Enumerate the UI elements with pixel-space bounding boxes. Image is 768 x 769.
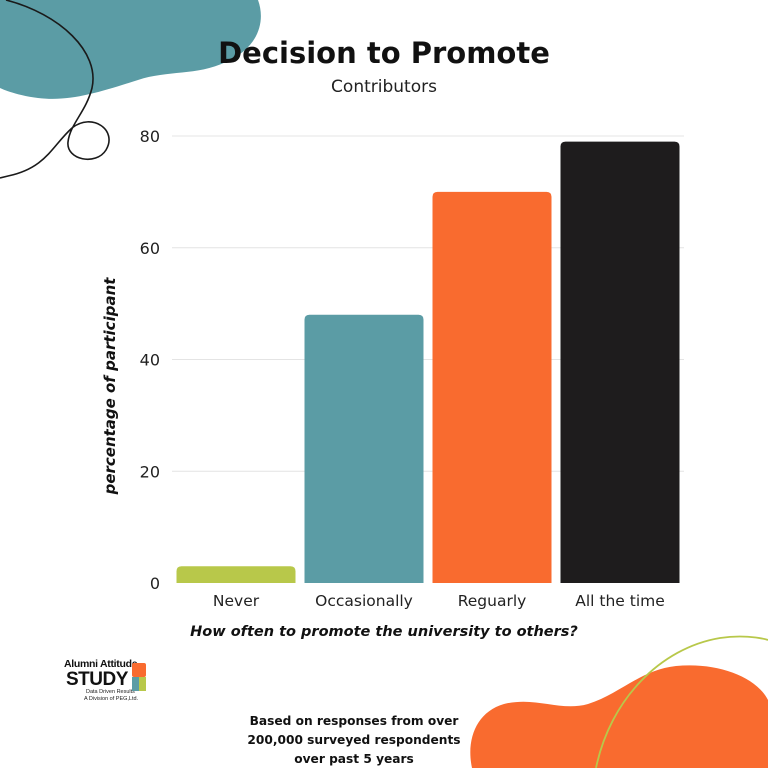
footnote-line: over past 5 years bbox=[294, 752, 414, 766]
lime-arc-line bbox=[595, 635, 768, 768]
y-axis-label: percentage of participant bbox=[101, 277, 119, 495]
x-tick-label: Never bbox=[213, 592, 260, 610]
bar-never bbox=[176, 566, 296, 583]
y-tick-label: 20 bbox=[140, 462, 160, 481]
chart-subtitle: Contributors bbox=[331, 77, 437, 97]
orange-blob-shape bbox=[470, 665, 768, 768]
x-tick-label: Reguarly bbox=[458, 592, 527, 610]
logo-division: A Division of PEG,Ltd. bbox=[84, 696, 139, 702]
bar-occasionally bbox=[304, 314, 424, 583]
bar-reguarly bbox=[432, 191, 552, 583]
logo-line-1: Alumni Attitude bbox=[64, 658, 138, 670]
footnote: Based on responses from over 200,000 sur… bbox=[238, 712, 470, 769]
footnote-line: Based on responses from over bbox=[249, 714, 459, 728]
y-tick-label: 40 bbox=[140, 351, 160, 370]
teal-blob-shape bbox=[0, 0, 261, 99]
alumni-attitude-study-logo: Alumni Attitude STUDY Data Driven Result… bbox=[64, 658, 164, 714]
x-axis-label: How often to promote the university to o… bbox=[190, 624, 578, 640]
x-tick-label: All the time bbox=[575, 592, 665, 610]
logo-tagline: Data Driven Results bbox=[86, 689, 135, 695]
x-tick-label: Occasionally bbox=[315, 592, 413, 610]
y-tick-label: 60 bbox=[140, 239, 160, 258]
y-tick-label: 80 bbox=[140, 127, 160, 146]
squiggle-line bbox=[0, 0, 110, 179]
y-tick-label: 0 bbox=[150, 574, 160, 593]
chart-title: Decision to Promote bbox=[218, 36, 550, 70]
logo-mark-icon bbox=[132, 663, 146, 691]
logo-line-2: STUDY bbox=[66, 669, 128, 690]
footnote-line: 200,000 surveyed respondents bbox=[247, 733, 461, 747]
bar-all-the-time bbox=[560, 141, 680, 583]
